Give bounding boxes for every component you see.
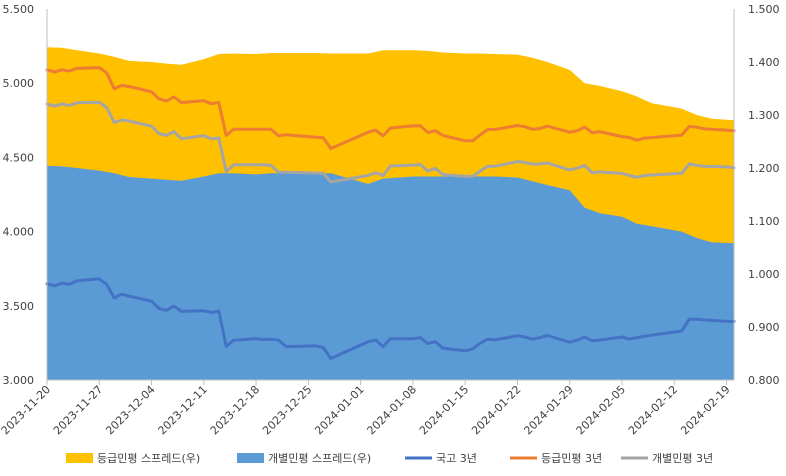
- x-tick-label: 2023-12-04: [103, 383, 157, 437]
- x-tick-label: 2024-01-15: [417, 383, 471, 437]
- x-tick-label: 2024-02-05: [574, 383, 628, 437]
- legend-label: 국고 3년: [436, 452, 477, 465]
- line-series-1: [45, 277, 736, 360]
- right-tick-label: 1.100: [748, 215, 780, 228]
- x-tick-label: 2024-01-08: [365, 383, 419, 437]
- right-tick-label: 1.300: [748, 109, 780, 122]
- x-tick-label: 2024-01-22: [469, 383, 523, 437]
- right-tick-label: 0.900: [748, 321, 780, 334]
- right-tick-label: 0.800: [748, 374, 780, 387]
- x-tick-label: 2024-01-01: [312, 383, 366, 437]
- x-tick-label: 2024-02-19: [678, 383, 732, 437]
- line-series-2: [45, 66, 736, 150]
- left-tick-label: 4.500: [3, 151, 35, 164]
- x-tick-label: 2023-11-20: [0, 383, 53, 437]
- right-tick-label: 1.000: [748, 268, 780, 281]
- line-series-3: [45, 100, 736, 184]
- x-tick-label: 2023-12-25: [260, 383, 314, 437]
- right-tick-label: 1.500: [748, 3, 780, 16]
- x-tick-label: 2024-01-29: [521, 383, 575, 437]
- x-tick-label: 2023-11-27: [51, 383, 105, 437]
- left-tick-label: 5.000: [3, 77, 35, 90]
- x-tick-label: 2023-12-11: [156, 383, 210, 437]
- legend-label: 개별민평 스프레드(우): [268, 452, 371, 465]
- legend-label: 등급민평 3년: [541, 452, 602, 465]
- left-tick-label: 4.000: [3, 226, 35, 239]
- x-tick-label: 2023-12-18: [208, 383, 262, 437]
- legend-label: 등급민평 스프레드(우): [97, 452, 200, 465]
- legend-swatch: [237, 453, 264, 463]
- area-series-2: [47, 165, 734, 380]
- legend-label: 개별민평 3년: [652, 452, 713, 465]
- legend-swatch: [66, 453, 93, 463]
- left-tick-label: 3.000: [3, 374, 35, 387]
- x-tick-label: 2024-02-12: [626, 383, 680, 437]
- right-tick-label: 1.400: [748, 56, 780, 69]
- right-tick-label: 1.200: [748, 162, 780, 175]
- left-tick-label: 5.500: [3, 3, 35, 16]
- left-tick-label: 3.500: [3, 300, 35, 313]
